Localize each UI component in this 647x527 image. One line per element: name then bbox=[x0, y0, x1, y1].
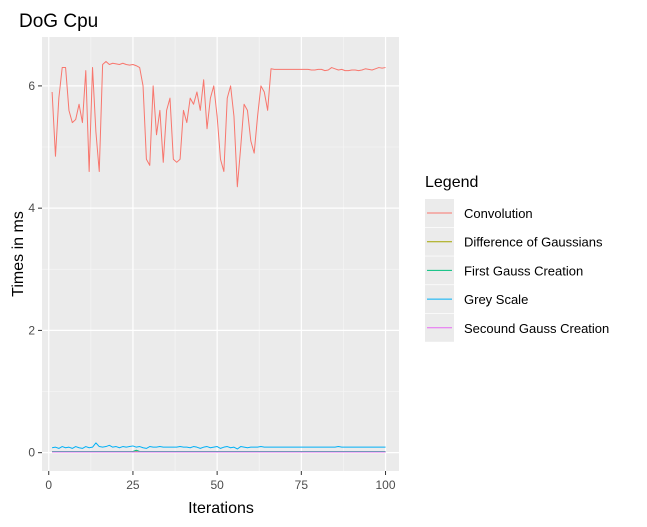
legend-label-secound-gauss-creation: Secound Gauss Creation bbox=[464, 321, 609, 336]
legend-label-first-gauss-creation: First Gauss Creation bbox=[464, 263, 583, 278]
x-axis: 0 25 50 75 100 bbox=[45, 471, 396, 492]
legend-label-convolution: Convolution bbox=[464, 206, 533, 221]
x-tick-label: 100 bbox=[376, 478, 396, 492]
grid-major bbox=[42, 37, 399, 471]
series-line-first-gauss-creation bbox=[52, 449, 386, 452]
grid-minor bbox=[42, 37, 399, 471]
legend: Legend Convolution Difference of Gaussian… bbox=[425, 174, 609, 342]
x-tick-label: 50 bbox=[210, 478, 224, 492]
x-tick-label: 75 bbox=[295, 478, 309, 492]
y-tick-label: 6 bbox=[28, 79, 35, 93]
series-layer bbox=[51, 60, 386, 453]
y-tick-label: 4 bbox=[28, 201, 35, 215]
legend-label-grey-scale: Grey Scale bbox=[464, 292, 528, 307]
series-line-convolution bbox=[51, 60, 386, 188]
x-tick-label: 0 bbox=[45, 478, 52, 492]
y-tick-label: 0 bbox=[28, 446, 35, 460]
plot-panel bbox=[42, 37, 399, 471]
chart-title: DoG Cpu bbox=[19, 11, 98, 32]
legend-title: Legend bbox=[425, 174, 478, 191]
series-line-grey-scale bbox=[52, 442, 386, 450]
y-axis: 0 2 4 6 bbox=[28, 79, 42, 460]
y-axis-title: Times in ms bbox=[10, 211, 27, 297]
legend-items: Convolution Difference of Gaussians First … bbox=[425, 199, 609, 342]
legend-label-difference-of-gaussians: Difference of Gaussians bbox=[464, 235, 603, 250]
x-axis-title: Iterations bbox=[188, 500, 254, 517]
y-tick-label: 2 bbox=[28, 323, 35, 337]
x-tick-label: 25 bbox=[126, 478, 140, 492]
